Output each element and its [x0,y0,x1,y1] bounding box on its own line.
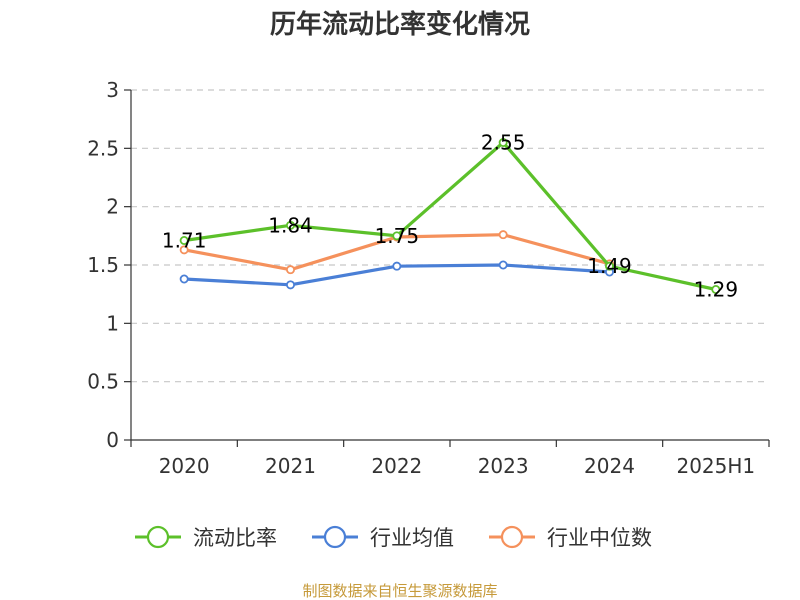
y-tick-label-3: 1.5 [87,253,119,277]
grid-lines [131,89,769,383]
series-line-0 [183,140,717,292]
y-tick-label-1: 0.5 [87,370,119,394]
y-tick-label-2: 1 [106,311,119,335]
x-tick-label-0: 2020 [159,454,210,478]
point-0-4[interactable] [605,261,615,271]
legend-marker-2 [500,525,524,549]
data-labels: 1.71 1.84 1.75 2.55 1.49 1.29 [162,131,738,302]
point-0-3[interactable] [498,137,508,147]
point-0-2[interactable] [392,231,402,241]
point-2-0[interactable] [179,245,189,255]
legend-item-1[interactable]: 行业均值 [312,525,454,550]
point-0-1[interactable] [285,220,295,230]
x-tick-label-4: 2024 [584,454,635,478]
y-tick-label-4: 2 [106,195,119,219]
legend-marker-1 [323,525,347,549]
legend-label-0: 流动比率 [193,526,277,550]
data-label-3: 2.55 [481,131,526,155]
x-tick-label-2: 2022 [371,454,422,478]
point-2-1[interactable] [285,265,295,275]
data-label-2: 1.75 [375,224,420,248]
legend-label-1: 行业均值 [370,526,454,550]
point-0-0[interactable] [179,235,189,245]
legend-item-2[interactable]: 行业中位数 [489,525,652,550]
data-label-0: 1.71 [162,229,207,253]
data-label-1: 1.84 [268,213,313,237]
source-note: 制图数据来自恒生聚源数据库 [302,582,497,600]
x-tick-label-1: 2021 [265,454,316,478]
y-tick-label-6: 3 [106,78,119,102]
point-2-3[interactable] [498,230,508,240]
point-0-5[interactable] [711,284,721,294]
point-1-3[interactable] [498,260,508,270]
legend-item-0[interactable]: 流动比率 [135,525,277,550]
data-label-5: 1.29 [694,278,739,302]
x-tick-label-3: 2023 [478,454,529,478]
chart-title: 历年流动比率变化情况 [270,9,530,40]
legend[interactable]: 流动比率 行业均值 行业中位数 [135,525,652,550]
point-1-1[interactable] [285,280,295,290]
point-1-0[interactable] [179,274,189,284]
legend-marker-0 [146,525,170,549]
point-1-2[interactable] [392,261,402,271]
y-tick-label-0: 0 [106,428,119,452]
axes: 0 0.5 1 1.5 2 2.5 3 2020 2021 2022 2023 2024 2025H1 [87,78,770,478]
legend-label-2: 行业中位数 [547,526,652,550]
series-lines [179,137,721,294]
y-tick-label-5: 2.5 [87,136,119,160]
data-label-4: 1.49 [587,254,632,278]
x-tick-label-5: 2025H1 [676,454,755,478]
